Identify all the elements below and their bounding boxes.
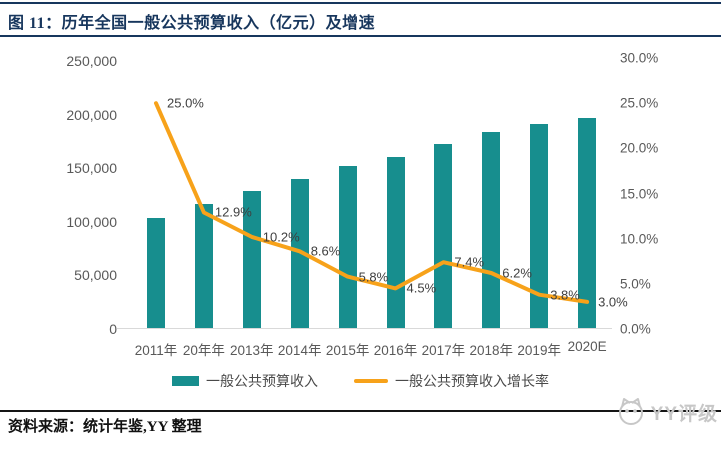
x-axis-tick-label: 2020E <box>567 339 607 354</box>
secondary-axis-tick-label: 0.0% <box>620 321 651 337</box>
x-axis-line <box>117 328 612 329</box>
x-axis-tick-label: 2013年 <box>230 343 274 358</box>
footer-divider <box>0 410 721 412</box>
legend-item-revenue: 一般公共预算收入 <box>172 371 318 391</box>
y-axis-tick-label: 50,000 <box>74 267 117 284</box>
secondary-axis-tick-label: 20.0% <box>620 140 659 156</box>
x-axis-tick-label: 2011年 <box>134 343 178 358</box>
y-axis-tick-label: 200,000 <box>66 106 117 123</box>
growth-data-label: 10.2% <box>262 229 300 245</box>
growth-data-label: 7.4% <box>454 254 485 270</box>
legend-bar-swatch <box>172 376 199 386</box>
bar-2019年 <box>530 124 549 329</box>
secondary-axis-tick-label: 25.0% <box>620 95 659 111</box>
bar-2013年 <box>242 190 261 329</box>
source-note: 资料来源：统计年鉴,YY 整理 <box>8 419 202 435</box>
top-border <box>0 2 721 4</box>
secondary-axis-tick-label: 30.0% <box>620 50 659 66</box>
x-axis-tick-label: 20年年 <box>182 343 225 358</box>
y-axis-tick-label: 250,000 <box>66 53 117 69</box>
bar-2020E <box>578 117 597 329</box>
legend-line-swatch <box>354 379 388 383</box>
x-axis-tick-label: 2017年 <box>421 343 466 358</box>
x-axis-tick-label: 2016年 <box>373 343 418 358</box>
growth-data-label: 25.0% <box>167 95 204 111</box>
y-axis-tick-label: 150,000 <box>66 160 117 177</box>
growth-data-label: 5.8% <box>358 269 389 285</box>
growth-data-label: 3.8% <box>550 287 580 303</box>
growth-data-label: 3.0% <box>598 294 628 310</box>
secondary-axis-tick-label: 10.0% <box>620 231 659 247</box>
watermark-text: YY评级 <box>650 403 718 425</box>
growth-data-label: 12.9% <box>214 204 252 220</box>
yy-logo-icon <box>618 398 643 425</box>
x-axis-tick-label: 2018年 <box>469 343 514 358</box>
title-underline <box>0 35 721 37</box>
growth-data-label: 8.6% <box>310 243 341 259</box>
legend-label-growth: 一般公共预算收入增长率 <box>395 373 549 389</box>
legend: 一般公共预算收入 一般公共预算收入增长率 <box>0 371 721 391</box>
watermark: YY评级 <box>615 396 718 428</box>
bar-2011年 <box>147 217 165 329</box>
legend-item-growth: 一般公共预算收入增长率 <box>354 371 549 391</box>
growth-data-label: 6.2% <box>502 265 532 281</box>
secondary-axis-tick-label: 5.0% <box>620 276 651 292</box>
growth-data-label: 4.5% <box>406 280 437 296</box>
bar-2015年 <box>338 166 357 329</box>
figure-title: 图 11：历年全国一般公共预算收入（亿元）及增速 <box>8 15 376 32</box>
bar-2017年 <box>434 143 453 329</box>
secondary-axis-tick-label: 15.0% <box>620 186 659 201</box>
y-axis-tick-label: 100,000 <box>66 213 117 230</box>
bar-2016年 <box>386 157 405 329</box>
bar-2018年 <box>482 131 501 329</box>
legend-label-revenue: 一般公共预算收入 <box>206 373 318 389</box>
x-axis-tick-label: 2019年 <box>517 343 561 358</box>
bar-2014年 <box>290 178 309 329</box>
x-axis-tick-label: 2014年 <box>277 343 322 358</box>
y-axis-tick-label: 0 <box>109 321 117 337</box>
x-axis-tick-label: 2015年 <box>325 343 370 358</box>
bar-20年年 <box>194 203 213 329</box>
